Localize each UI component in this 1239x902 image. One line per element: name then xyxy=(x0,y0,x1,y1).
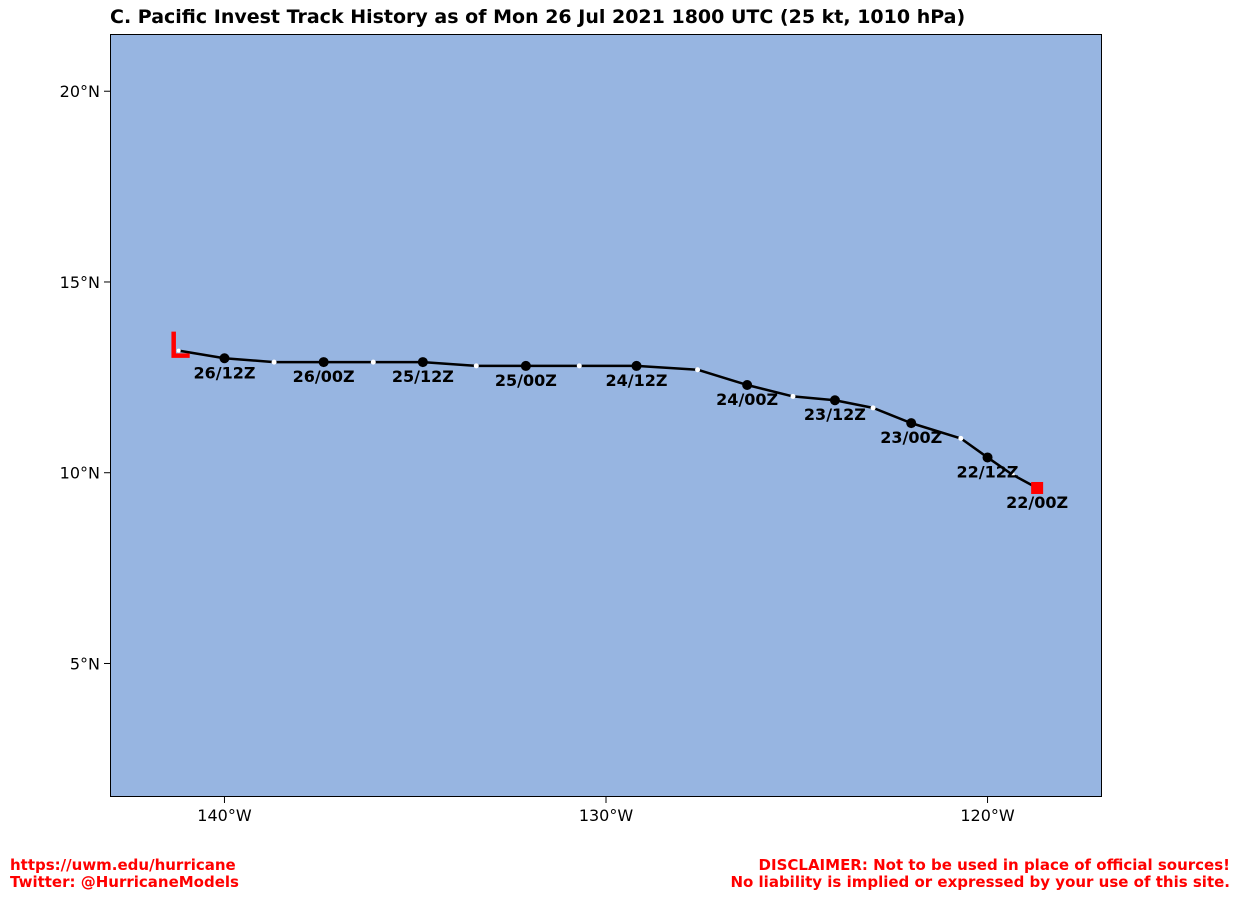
synoptic-time-label: 24/12Z xyxy=(606,371,668,390)
map-frame xyxy=(110,34,1102,797)
intermediate-position-marker xyxy=(271,359,277,365)
ocean-background xyxy=(110,34,1102,797)
intermediate-position-marker xyxy=(870,405,876,411)
intermediate-position-marker xyxy=(1009,472,1015,478)
synoptic-position-marker xyxy=(520,360,531,371)
synoptic-position-marker xyxy=(906,418,917,429)
synoptic-time-label: 26/00Z xyxy=(293,367,355,386)
website-link[interactable]: https://uwm.edu/hurricane xyxy=(10,856,236,874)
intermediate-position-marker xyxy=(958,435,964,441)
intermediate-position-marker xyxy=(473,363,479,369)
synoptic-time-label: 24/00Z xyxy=(716,390,778,409)
footer-disclaimer: DISCLAIMER: Not to be used in place of o… xyxy=(730,857,1230,891)
genesis-square-marker xyxy=(1031,481,1044,494)
track-line xyxy=(178,349,1038,490)
synoptic-position-marker xyxy=(982,452,993,463)
storm-track: 22/00Z 22/12Z 23/00Z 23/12Z 24/00Z 24/12Z 25/0… xyxy=(171,331,1068,512)
synoptic-time-label: 23/12Z xyxy=(804,405,866,424)
synoptic-position-marker xyxy=(219,353,230,364)
synoptic-position-marker xyxy=(829,395,840,406)
intermediate-position-marker xyxy=(576,363,582,369)
synoptic-position-marker xyxy=(631,360,642,371)
synoptic-position-marker xyxy=(742,379,753,390)
current-low-symbol xyxy=(171,331,190,358)
synoptic-time-label: 25/00Z xyxy=(495,371,557,390)
synoptic-position-marker xyxy=(318,357,329,368)
intermediate-position-marker xyxy=(790,393,796,399)
map-title: C. Pacific Invest Track History as of Mo… xyxy=(110,6,966,28)
lat-tick-label: 10°N xyxy=(60,464,100,483)
lat-tick-label: 5°N xyxy=(70,654,100,673)
twitter-handle[interactable]: Twitter: @HurricaneModels xyxy=(10,873,239,891)
lat-tick-label: 20°N xyxy=(60,82,100,101)
axis-ticks: 140°W 130°W 120°W 5°N 10°N 15°N 20°N xyxy=(60,82,1015,825)
intermediate-position-marker xyxy=(370,359,376,365)
synoptic-time-label: 23/00Z xyxy=(880,428,942,447)
lat-tick-label: 15°N xyxy=(60,273,100,292)
disclaimer-line-1: DISCLAIMER: Not to be used in place of o… xyxy=(758,856,1230,874)
synoptic-position-marker xyxy=(417,357,428,368)
footer-left: https://uwm.edu/hurricane Twitter: @Hurr… xyxy=(10,857,239,891)
synoptic-time-label: 26/12Z xyxy=(193,363,255,382)
disclaimer-line-2: No liability is implied or expressed by … xyxy=(730,873,1230,891)
synoptic-time-label: 25/12Z xyxy=(392,367,454,386)
lon-tick-label: 140°W xyxy=(197,806,252,825)
intermediate-position-marker xyxy=(695,367,701,373)
synoptic-time-label: 22/12Z xyxy=(957,462,1019,481)
lon-tick-label: 130°W xyxy=(579,806,634,825)
synoptic-time-label: 22/00Z xyxy=(1006,493,1068,512)
lon-tick-label: 120°W xyxy=(960,806,1015,825)
